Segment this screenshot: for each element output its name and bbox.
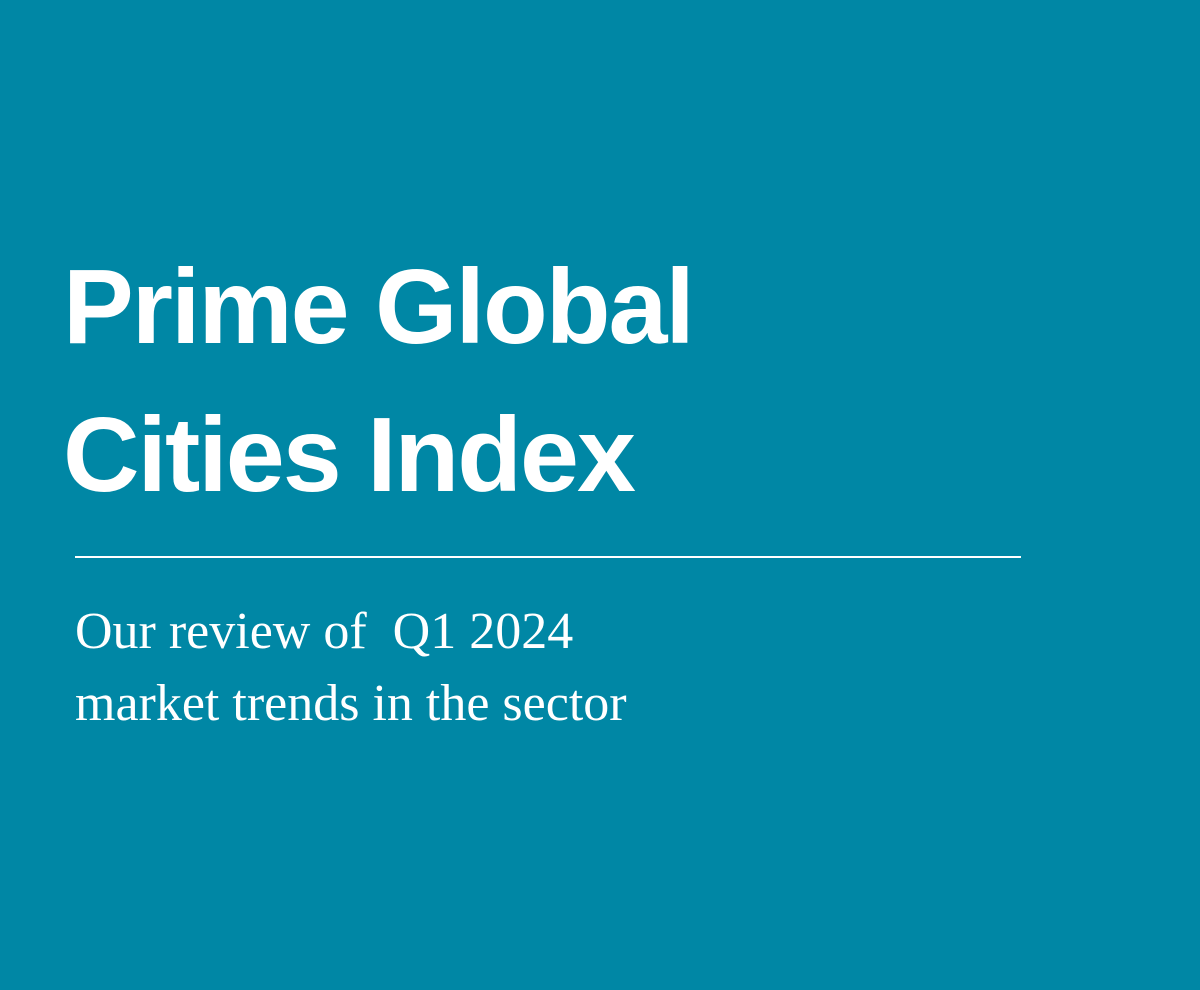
title-line: Cities Index <box>63 396 636 514</box>
subtitle-line: market trends in the sector <box>75 675 627 732</box>
divider <box>75 556 1021 558</box>
title-line: Prime Global <box>63 248 695 366</box>
subtitle-line: Our review of Q1 2024 <box>75 603 574 660</box>
